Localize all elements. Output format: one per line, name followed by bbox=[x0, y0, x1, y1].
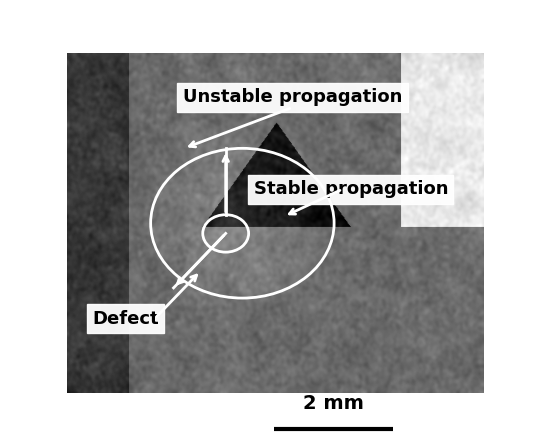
Text: Stable propagation: Stable propagation bbox=[253, 180, 448, 198]
Text: 2 mm: 2 mm bbox=[303, 394, 364, 413]
Text: Unstable propagation: Unstable propagation bbox=[183, 88, 402, 106]
Text: Defect: Defect bbox=[93, 309, 159, 328]
